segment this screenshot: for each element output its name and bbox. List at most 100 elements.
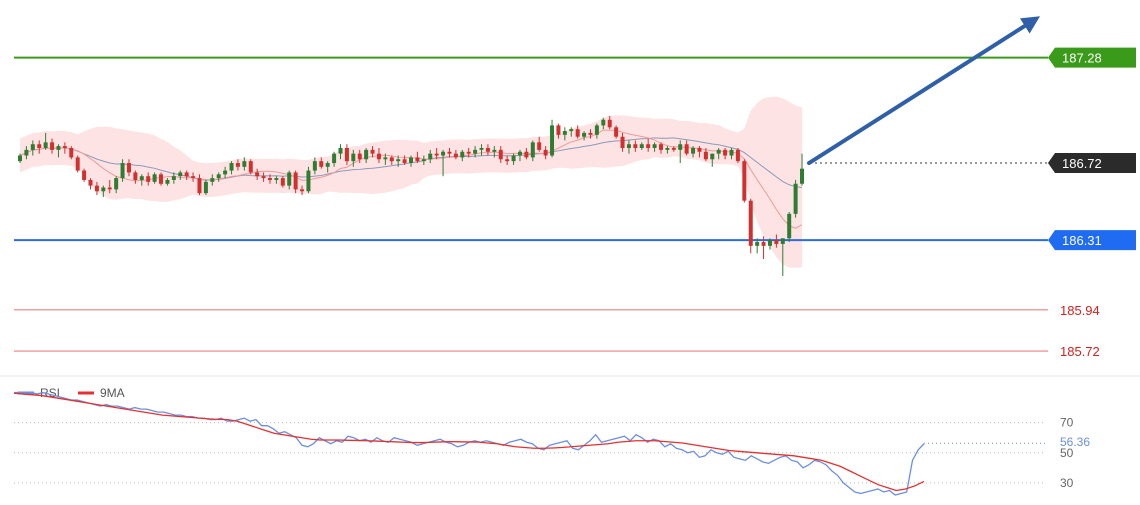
candle bbox=[550, 119, 555, 158]
candle bbox=[126, 159, 131, 177]
candle bbox=[614, 125, 619, 139]
level-value-resistance-2: 187.28 bbox=[1062, 51, 1102, 66]
candle-body bbox=[267, 178, 272, 180]
candle-body bbox=[223, 170, 228, 175]
candle bbox=[120, 159, 125, 182]
price-panel: 187.28 186.31 185.94 185.72 186.72 bbox=[14, 16, 1136, 359]
candle-body bbox=[389, 157, 394, 162]
candle-body bbox=[415, 157, 420, 162]
candle-body bbox=[550, 125, 555, 156]
candle bbox=[357, 149, 362, 164]
candle-body bbox=[94, 185, 99, 192]
candle bbox=[575, 125, 580, 139]
candle bbox=[556, 123, 561, 139]
candle-body bbox=[659, 144, 663, 150]
candle bbox=[742, 159, 747, 203]
candle-body bbox=[338, 147, 343, 154]
candle-body bbox=[280, 178, 285, 186]
trend-arrow-shaft bbox=[807, 21, 1031, 166]
candle-body bbox=[748, 200, 753, 246]
candle-body bbox=[229, 163, 234, 171]
candle bbox=[94, 181, 99, 196]
candle bbox=[18, 153, 22, 164]
candle bbox=[409, 155, 414, 167]
candle-body bbox=[466, 151, 471, 154]
candle bbox=[524, 147, 529, 160]
candle bbox=[665, 146, 670, 154]
candle bbox=[639, 142, 644, 150]
candle bbox=[594, 123, 599, 139]
candle-body bbox=[729, 149, 734, 156]
rsi-ma-line bbox=[13, 392, 925, 492]
candle-body bbox=[735, 149, 740, 162]
candle bbox=[735, 147, 740, 164]
level-label-support-2: 185.72 bbox=[1060, 344, 1100, 359]
candle-body bbox=[697, 147, 702, 152]
candle-body bbox=[460, 151, 465, 158]
level-label-pivot: 186.31 bbox=[1048, 230, 1136, 251]
candle bbox=[787, 211, 792, 243]
candle-body bbox=[671, 147, 676, 150]
candle bbox=[607, 116, 612, 130]
candle-body bbox=[652, 144, 657, 148]
candle-body bbox=[421, 159, 426, 162]
candle bbox=[710, 153, 715, 167]
candle bbox=[325, 161, 330, 173]
candle bbox=[107, 179, 112, 194]
candle-body bbox=[139, 176, 144, 180]
candle-body bbox=[626, 144, 631, 148]
candle-body bbox=[357, 153, 362, 160]
candle-body bbox=[82, 170, 87, 180]
candle bbox=[396, 155, 401, 167]
candle bbox=[569, 127, 574, 137]
candle-body bbox=[684, 144, 689, 154]
candle-body bbox=[370, 149, 375, 154]
level-tag-pivot bbox=[1048, 230, 1136, 251]
candle-body bbox=[88, 179, 93, 186]
candle bbox=[267, 174, 272, 184]
candle-body bbox=[107, 187, 112, 190]
candle bbox=[498, 146, 503, 164]
level-value-pivot: 186.31 bbox=[1062, 233, 1102, 248]
trend-arrow bbox=[807, 16, 1040, 166]
candle bbox=[601, 117, 606, 130]
candle-body bbox=[530, 142, 535, 158]
candle bbox=[748, 198, 753, 254]
candle-body bbox=[428, 153, 433, 160]
candle bbox=[761, 236, 766, 259]
candle-body bbox=[569, 129, 574, 132]
candle-body bbox=[453, 153, 458, 158]
candle-body bbox=[56, 146, 61, 150]
candle-body bbox=[761, 242, 766, 246]
candle bbox=[620, 132, 625, 152]
candle-body bbox=[742, 161, 747, 201]
level-value-support-1: 185.94 bbox=[1060, 303, 1100, 318]
rsi-tick-label-partial: 50 bbox=[1060, 446, 1074, 460]
candle-body bbox=[396, 159, 401, 162]
candle-body bbox=[492, 149, 497, 152]
candle bbox=[800, 153, 805, 186]
candle bbox=[389, 155, 394, 165]
candle-body bbox=[633, 144, 638, 148]
level-label-current-price: 186.72 bbox=[1048, 153, 1136, 174]
candle bbox=[255, 168, 260, 180]
candle bbox=[755, 238, 760, 254]
candle-body bbox=[261, 176, 266, 179]
candle-body bbox=[767, 240, 772, 246]
candle-body bbox=[800, 168, 805, 184]
candle bbox=[473, 146, 478, 158]
candle bbox=[434, 147, 439, 160]
rsi-tick-label: 70 bbox=[1060, 416, 1074, 430]
candle-body bbox=[485, 147, 490, 152]
candle-body bbox=[543, 149, 548, 156]
candle bbox=[24, 146, 29, 160]
candle-body bbox=[203, 181, 208, 194]
legend-label-9ma: 9MA bbox=[100, 386, 125, 400]
candle bbox=[344, 144, 349, 165]
candle-body bbox=[325, 163, 330, 167]
candle-body bbox=[703, 151, 708, 160]
candle bbox=[652, 142, 657, 152]
candle-body bbox=[133, 172, 138, 180]
candle bbox=[242, 157, 247, 171]
